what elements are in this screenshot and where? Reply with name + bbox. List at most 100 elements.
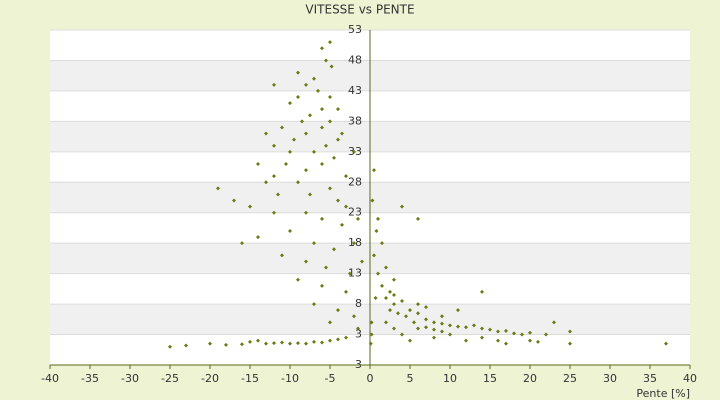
point: [384, 320, 388, 325]
point: [384, 296, 388, 300]
x-tick-label: 5: [407, 372, 414, 385]
point: [380, 283, 384, 288]
point: [280, 253, 284, 258]
point: [288, 149, 292, 154]
point: [296, 180, 300, 185]
x-tick-label: 20: [523, 372, 537, 385]
point: [304, 341, 308, 346]
point: [324, 265, 328, 270]
point: [352, 241, 356, 246]
point: [504, 341, 508, 346]
point: [328, 95, 332, 99]
point: [472, 323, 476, 328]
point: [360, 259, 364, 264]
x-axis-label: Pente [%]: [636, 387, 690, 400]
point: [416, 326, 420, 331]
point: [272, 341, 276, 346]
point: [480, 335, 484, 340]
point: [168, 344, 172, 349]
x-tick-label: -35: [81, 372, 99, 385]
point: [392, 292, 396, 297]
point: [336, 137, 340, 142]
point: [328, 338, 332, 343]
point: [456, 324, 460, 329]
point: [240, 241, 244, 246]
y-tick-label: 53: [348, 23, 362, 36]
point: [432, 320, 436, 325]
point: [312, 76, 316, 81]
point: [388, 289, 392, 294]
point: [304, 82, 308, 87]
point: [496, 338, 500, 343]
point: [440, 314, 444, 319]
point: [344, 204, 348, 209]
x-tick-label: 35: [643, 372, 657, 385]
point: [328, 186, 332, 191]
point: [392, 277, 396, 282]
point: [308, 113, 312, 118]
point: [336, 107, 340, 112]
point: [184, 343, 188, 348]
point: [304, 259, 308, 264]
y-tick-label: 8: [355, 297, 362, 310]
y-tick-label: 43: [348, 84, 362, 97]
point: [272, 210, 276, 215]
point: [496, 329, 500, 334]
point: [568, 329, 572, 334]
point: [464, 338, 468, 343]
point: [352, 149, 356, 154]
point: [308, 192, 312, 197]
y-tick-label: 28: [348, 175, 362, 188]
point: [208, 341, 212, 346]
point: [664, 341, 668, 346]
point: [400, 299, 404, 304]
point: [424, 305, 428, 310]
point: [440, 329, 444, 334]
point: [340, 131, 344, 136]
point: [272, 174, 276, 179]
point: [356, 216, 360, 221]
point: [488, 327, 492, 332]
point: [528, 330, 532, 335]
point: [248, 339, 252, 344]
point: [348, 271, 352, 276]
point: [276, 192, 280, 197]
point: [288, 101, 292, 106]
point: [296, 70, 300, 75]
x-tick-label: -40: [41, 372, 59, 385]
point: [256, 338, 260, 343]
point: [312, 302, 316, 307]
point: [356, 326, 360, 331]
point: [328, 119, 332, 124]
point: [284, 162, 288, 166]
point: [324, 58, 328, 63]
point: [240, 342, 244, 347]
point: [272, 82, 276, 87]
y-tick-label: 13: [348, 267, 362, 280]
chart-title: VITESSE vs PENTE: [305, 3, 414, 17]
point: [373, 296, 378, 300]
point: [568, 341, 572, 346]
point: [480, 289, 484, 294]
point: [388, 308, 392, 313]
point: [296, 341, 300, 346]
point: [552, 320, 556, 325]
point: [320, 340, 324, 345]
point: [448, 332, 452, 337]
point: [320, 46, 324, 51]
point: [416, 216, 420, 221]
x-tick-label: -5: [325, 372, 336, 385]
point: [400, 332, 404, 337]
point: [520, 332, 524, 337]
y-tick-label: 23: [348, 206, 362, 219]
point: [320, 107, 324, 112]
point: [312, 339, 316, 344]
point: [344, 335, 348, 340]
point: [336, 308, 340, 313]
point: [264, 341, 268, 346]
y-tick-label: 38: [348, 114, 362, 127]
point: [352, 314, 356, 319]
point: [412, 320, 416, 325]
x-tick-label: -30: [121, 372, 139, 385]
